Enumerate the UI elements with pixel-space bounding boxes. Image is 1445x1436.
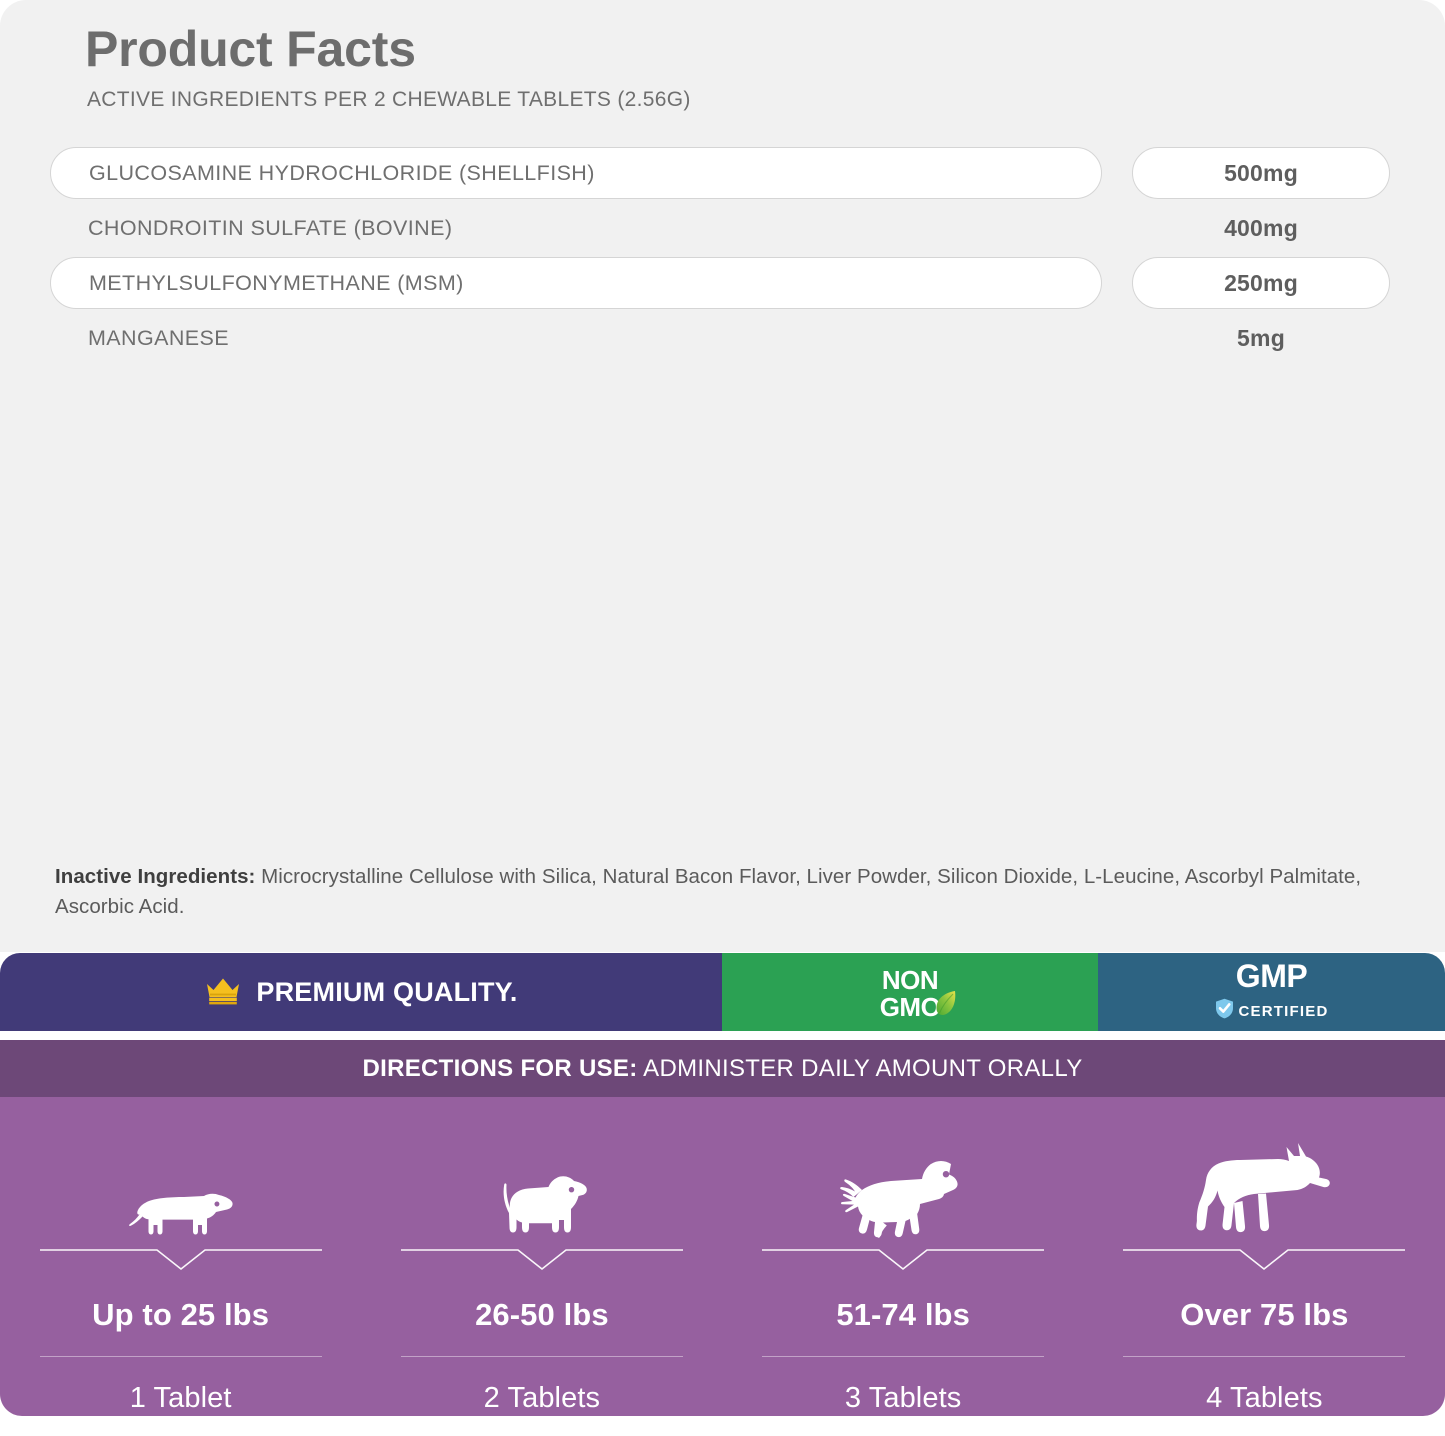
inactive-ingredients-label: Inactive Ingredients: [55, 865, 256, 888]
directions-header: DIRECTIONS FOR USE: ADMINISTER DAILY AMO… [0, 1040, 1445, 1097]
boxer-dog-icon [1084, 1097, 1445, 1249]
page-title: Product Facts [85, 21, 416, 77]
dosing-chart: Up to 25 lbs 1 Tablet 26-50 lbs 2 Tablet… [0, 1097, 1445, 1416]
dose-weight-label: 51-74 lbs [836, 1297, 970, 1332]
badge-non-gmo-line1: NON [881, 965, 939, 995]
inactive-ingredients-text: Microcrystalline Cellulose with Silica, … [55, 865, 1362, 918]
badge-non-gmo-line2: GMO [879, 992, 941, 1022]
badge-gmp-line2: CERTIFIED [1238, 1002, 1329, 1020]
dose-divider [39, 1356, 322, 1357]
ingredient-amount: 400mg [1224, 214, 1298, 241]
dose-column: Up to 25 lbs 1 Tablet [0, 1097, 361, 1416]
ingredient-amount: 500mg [1224, 159, 1298, 186]
ingredient-amount-cell: 5mg [1132, 312, 1390, 364]
dose-divider [1123, 1356, 1406, 1357]
ingredient-amount-cell: 500mg [1132, 147, 1390, 199]
shield-check-icon [1215, 998, 1234, 1024]
dachshund-dog-icon [0, 1097, 361, 1249]
table-row: METHYLSULFONYMETHANE (MSM) 250mg [50, 256, 1395, 310]
dose-amount-label: 2 Tablets [483, 1382, 601, 1414]
ingredient-name: GLUCOSAMINE HYDROCHLORIDE (SHELLFISH) [89, 160, 595, 185]
directions-header-text: DIRECTIONS FOR USE: ADMINISTER DAILY AMO… [362, 1055, 1082, 1083]
ingredient-name-cell: METHYLSULFONYMETHANE (MSM) [50, 257, 1102, 309]
badge-premium-quality: PREMIUM QUALITY. [0, 953, 722, 1031]
badge-premium-label: PREMIUM QUALITY. [256, 976, 518, 1007]
dose-weight-label: Up to 25 lbs [92, 1297, 270, 1332]
ingredient-name: MANGANESE [88, 325, 229, 350]
crown-icon [204, 975, 242, 1010]
table-row: CHONDROITIN SULFATE (BOVINE) 400mg [50, 201, 1395, 255]
ingredient-amount-cell: 400mg [1132, 202, 1390, 254]
ingredient-name-cell: GLUCOSAMINE HYDROCHLORIDE (SHELLFISH) [50, 147, 1102, 199]
table-row: MANGANESE 5mg [50, 311, 1395, 365]
dose-column: 26-50 lbs 2 Tablets [361, 1097, 722, 1416]
dose-amount-label: 1 Tablet [129, 1382, 232, 1414]
ingredient-name: CHONDROITIN SULFATE (BOVINE) [88, 215, 453, 240]
chevron-rule [1123, 1249, 1406, 1271]
leaf-icon [934, 989, 958, 1022]
dose-column: 51-74 lbs 3 Tablets [723, 1097, 1084, 1416]
inactive-ingredients: Inactive Ingredients: Microcrystalline C… [55, 862, 1400, 921]
ingredient-name-cell: MANGANESE [50, 312, 1102, 364]
ingredient-amount: 5mg [1237, 324, 1285, 351]
beagle-dog-icon [361, 1097, 722, 1249]
directions-header-rest: ADMINISTER DAILY AMOUNT ORALLY [637, 1054, 1083, 1082]
ingredient-table: GLUCOSAMINE HYDROCHLORIDE (SHELLFISH) 50… [50, 146, 1395, 365]
dose-divider [762, 1356, 1045, 1357]
dose-divider [400, 1356, 683, 1357]
badge-gmp-line1: GMP [1235, 958, 1308, 994]
badge-non-gmo: NON GMO [722, 953, 1098, 1031]
chevron-rule [762, 1249, 1045, 1271]
chevron-rule [39, 1249, 322, 1271]
chevron-rule [400, 1249, 683, 1271]
dose-amount-label: 3 Tablets [844, 1382, 962, 1414]
serving-subtitle: ACTIVE INGREDIENTS PER 2 CHEWABLE TABLET… [87, 88, 691, 111]
dose-weight-label: Over 75 lbs [1180, 1297, 1349, 1332]
certification-badges: PREMIUM QUALITY. NON GMO [0, 953, 1445, 1031]
product-facts-panel: Product Facts ACTIVE INGREDIENTS PER 2 C… [0, 0, 1445, 952]
ingredient-amount: 250mg [1224, 269, 1298, 296]
dose-weight-label: 26-50 lbs [475, 1297, 609, 1332]
dose-column: Over 75 lbs 4 Tablets [1084, 1097, 1445, 1416]
ingredient-name: METHYLSULFONYMETHANE (MSM) [89, 270, 464, 295]
dose-amount-label: 4 Tablets [1206, 1382, 1323, 1414]
table-row: GLUCOSAMINE HYDROCHLORIDE (SHELLFISH) 50… [50, 146, 1395, 200]
badge-gmp-certified: GMP CERTIFIED [1098, 953, 1445, 1031]
directions-header-bold: DIRECTIONS FOR USE: [362, 1054, 638, 1082]
retriever-dog-icon [723, 1097, 1084, 1249]
ingredient-amount-cell: 250mg [1132, 257, 1390, 309]
ingredient-name-cell: CHONDROITIN SULFATE (BOVINE) [50, 202, 1102, 254]
